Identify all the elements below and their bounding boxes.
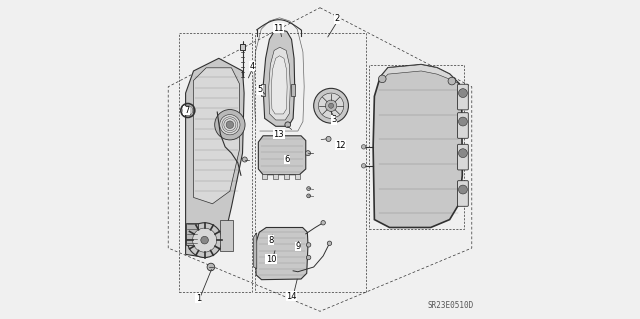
Circle shape: [325, 100, 337, 111]
Circle shape: [307, 255, 311, 260]
Text: 6: 6: [284, 155, 289, 164]
Text: 12: 12: [335, 141, 346, 150]
Polygon shape: [263, 30, 294, 126]
Polygon shape: [259, 136, 306, 175]
FancyBboxPatch shape: [239, 44, 245, 50]
Polygon shape: [269, 47, 291, 120]
Circle shape: [326, 137, 331, 141]
Polygon shape: [255, 227, 308, 280]
Circle shape: [305, 151, 310, 156]
Polygon shape: [373, 65, 462, 227]
Circle shape: [307, 187, 310, 190]
Circle shape: [207, 263, 214, 271]
Text: SR23E0510D: SR23E0510D: [427, 301, 474, 310]
Text: 5: 5: [257, 85, 262, 94]
Circle shape: [307, 194, 310, 198]
Polygon shape: [380, 65, 459, 84]
Text: 3: 3: [332, 115, 337, 124]
Circle shape: [242, 157, 247, 162]
Polygon shape: [253, 233, 257, 269]
FancyBboxPatch shape: [295, 174, 300, 179]
FancyBboxPatch shape: [291, 84, 295, 96]
FancyBboxPatch shape: [458, 113, 468, 138]
Circle shape: [327, 241, 332, 246]
Text: 14: 14: [286, 292, 297, 300]
FancyBboxPatch shape: [273, 174, 278, 179]
Text: 11: 11: [273, 24, 284, 33]
Circle shape: [307, 243, 311, 247]
Text: 1: 1: [196, 293, 201, 302]
Text: 2: 2: [335, 14, 340, 23]
Circle shape: [378, 75, 386, 83]
Circle shape: [220, 115, 240, 135]
FancyBboxPatch shape: [458, 84, 468, 110]
Polygon shape: [193, 68, 239, 204]
Circle shape: [458, 117, 467, 126]
Circle shape: [458, 185, 467, 194]
Text: 4: 4: [250, 62, 255, 71]
Polygon shape: [186, 223, 198, 245]
Circle shape: [448, 77, 456, 85]
Polygon shape: [186, 58, 244, 257]
Circle shape: [285, 122, 291, 128]
FancyBboxPatch shape: [284, 174, 289, 179]
Circle shape: [187, 223, 222, 257]
Circle shape: [226, 121, 234, 129]
FancyBboxPatch shape: [262, 174, 267, 179]
Circle shape: [458, 149, 467, 158]
Text: 7: 7: [184, 106, 189, 115]
Text: 9: 9: [295, 242, 301, 251]
Circle shape: [362, 164, 366, 168]
Circle shape: [458, 89, 467, 98]
Circle shape: [201, 236, 209, 244]
Circle shape: [319, 93, 344, 118]
FancyBboxPatch shape: [458, 181, 468, 206]
Circle shape: [321, 220, 325, 225]
Circle shape: [314, 88, 348, 123]
Circle shape: [362, 145, 366, 149]
Circle shape: [328, 103, 333, 108]
Circle shape: [193, 228, 216, 252]
Circle shape: [214, 109, 245, 140]
Text: 10: 10: [266, 255, 276, 263]
Polygon shape: [271, 56, 287, 114]
FancyBboxPatch shape: [458, 144, 468, 170]
Polygon shape: [220, 219, 233, 251]
Text: 8: 8: [268, 236, 274, 245]
Text: 13: 13: [273, 130, 284, 139]
FancyBboxPatch shape: [261, 84, 266, 96]
